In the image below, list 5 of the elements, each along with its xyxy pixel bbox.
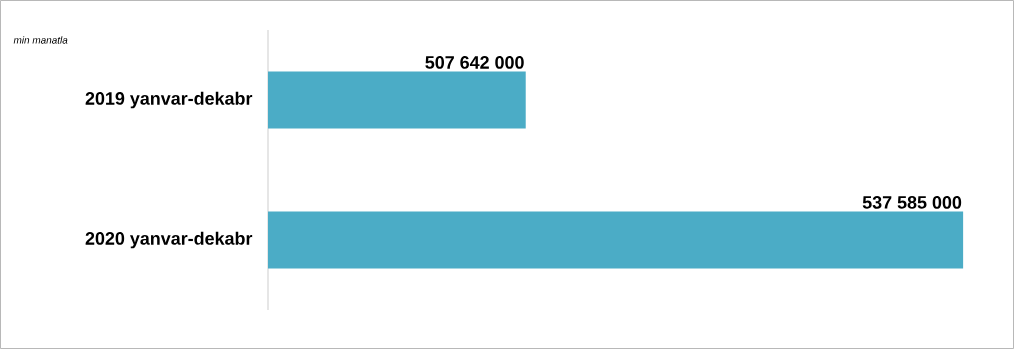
y-tick-label: 2020 yanvar-dekabr	[85, 231, 253, 249]
y-tick-label: 2019 yanvar-dekabr	[85, 91, 253, 109]
data-label: 537 585 000	[862, 196, 962, 209]
data-label: 507 642 000	[425, 56, 524, 69]
text: min manatla	[13, 36, 68, 44]
